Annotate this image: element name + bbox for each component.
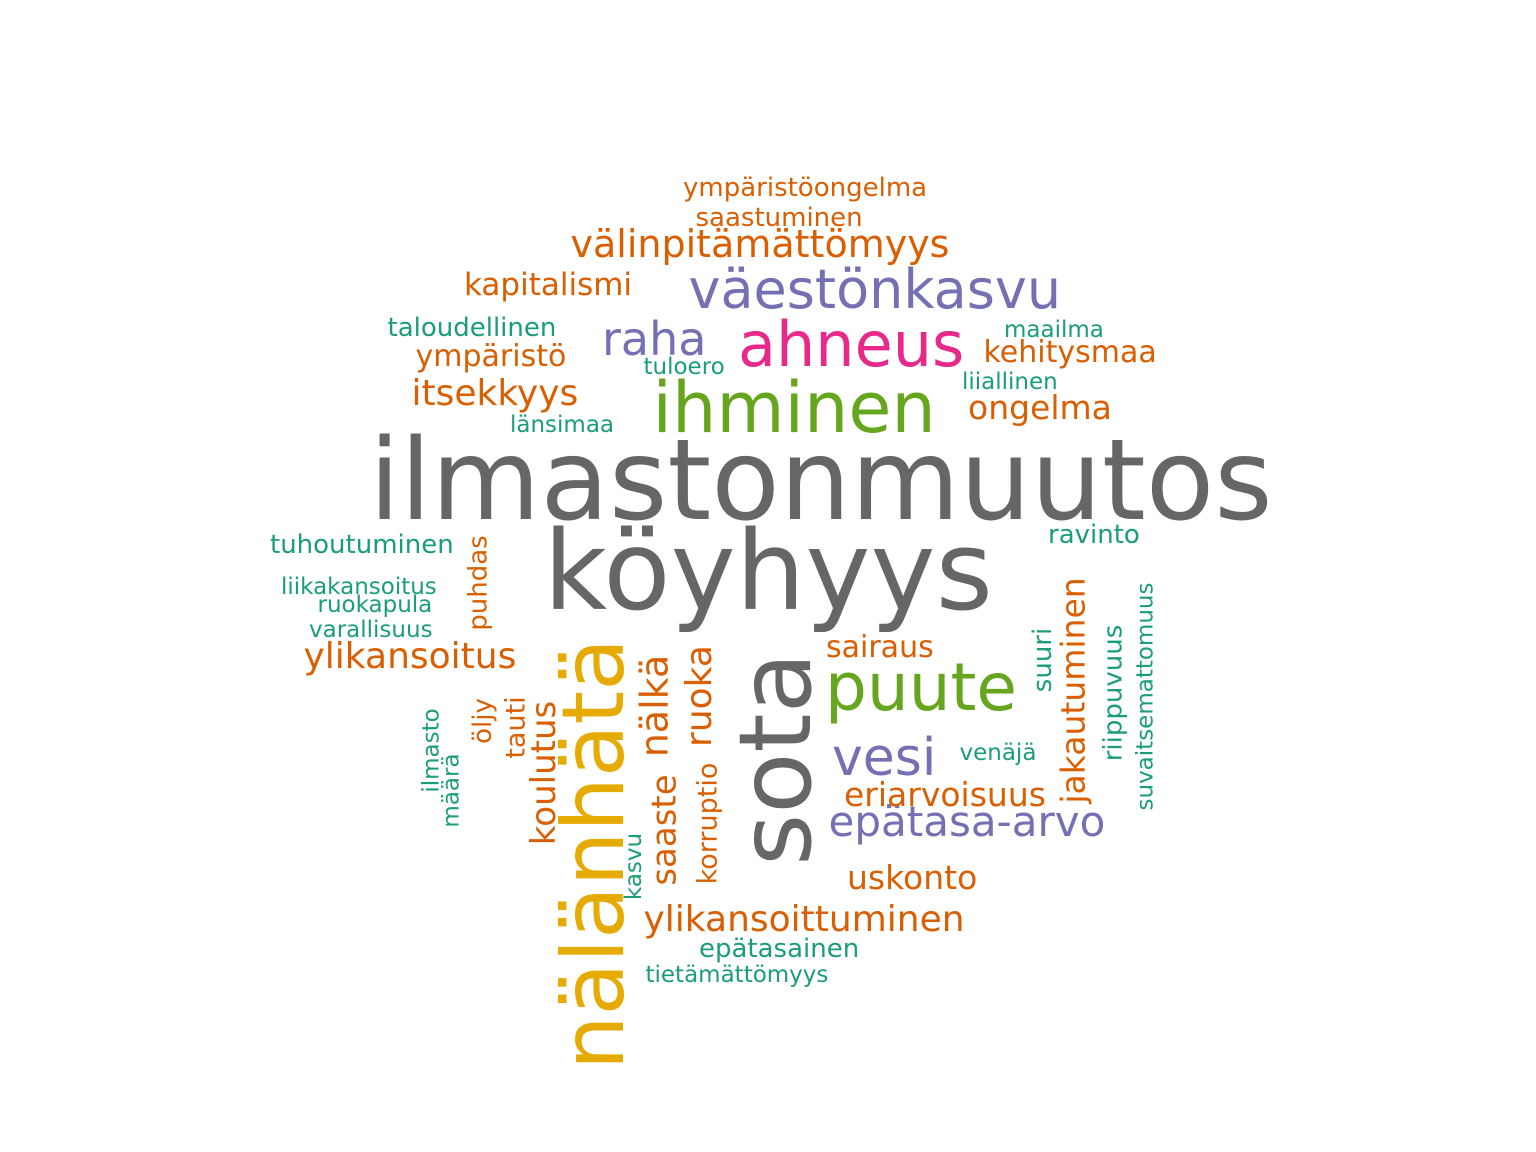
word-jakautuminen: jakautuminen bbox=[1053, 576, 1093, 804]
word-sota: sota bbox=[716, 652, 834, 866]
word-oljy: öljy bbox=[467, 698, 498, 744]
word-ravinto: ravinto bbox=[1048, 520, 1140, 550]
word-kapitalismi: kapitalismi bbox=[464, 266, 633, 303]
word-korruptio: korruptio bbox=[692, 762, 724, 884]
word-sairaus: sairaus bbox=[826, 630, 934, 665]
word-liikakansoitus: liikakansoitus bbox=[281, 573, 437, 600]
word-saastuminen: saastuminen bbox=[695, 203, 863, 233]
word-ongelma: ongelma bbox=[968, 387, 1112, 427]
word-varallisuus: varallisuus bbox=[309, 616, 433, 643]
word-kasvu: kasvu bbox=[620, 832, 647, 900]
word-ruokapula: ruokapula bbox=[317, 591, 433, 618]
word-tuhoutuminen: tuhoutuminen bbox=[270, 530, 454, 560]
word-suuri: suuri bbox=[1028, 627, 1059, 693]
word-uskonto: uskonto bbox=[847, 857, 978, 897]
word-venaja: venäjä bbox=[959, 739, 1037, 766]
word-ruoka: ruoka bbox=[678, 645, 720, 747]
word-lansimaa: länsimaa bbox=[510, 411, 615, 438]
word-ihminen: ihminen bbox=[652, 367, 936, 449]
word-maailma: maailma bbox=[1004, 316, 1104, 343]
word-valinpitamattomyys: välinpitämättömyys bbox=[570, 222, 950, 266]
word-ylikansoitus: ylikansoitus bbox=[303, 636, 517, 677]
word-tietamattomyys: tietämättömyys bbox=[645, 961, 829, 988]
word-taloudellinen: taloudellinen bbox=[387, 313, 557, 343]
word-nalka: nälkä bbox=[631, 654, 676, 758]
word-ymparistoongelma: ympäristöongelma bbox=[683, 173, 928, 203]
word-ahneus: ahneus bbox=[738, 308, 965, 381]
word-saaste: saaste bbox=[644, 774, 685, 886]
word-vesi: vesi bbox=[832, 728, 937, 788]
word-tuloero: tuloero bbox=[643, 353, 725, 380]
word-eriarvoisuus: eriarvoisuus bbox=[844, 774, 1046, 814]
word-koulutus: koulutus bbox=[524, 700, 565, 846]
word-ilmastonmuutos: ilmastonmuutos bbox=[369, 416, 1273, 546]
word-kehitysmaa: kehitysmaa bbox=[983, 335, 1157, 370]
word-puhdas: puhdas bbox=[463, 535, 494, 631]
word-riippuvuus: riippuvuus bbox=[1097, 624, 1128, 762]
word-ylikansoittuminen: ylikansoittuminen bbox=[643, 899, 965, 940]
word-liiallinen: liiallinen bbox=[962, 368, 1058, 395]
word-tauti: tauti bbox=[500, 695, 532, 759]
word-maara: määrä bbox=[438, 752, 465, 828]
word-ymparisto: ympäristö bbox=[415, 339, 567, 374]
word-epatasainen: epätasainen bbox=[699, 934, 860, 964]
word-itsekkyys: itsekkyys bbox=[411, 373, 579, 414]
word-epatasa-arvo: epätasa-arvo bbox=[828, 797, 1106, 846]
word-puute: puute bbox=[825, 649, 1018, 726]
word-koyhyys: köyhyys bbox=[543, 507, 993, 635]
word-suvaitsemattomuus: suvaitsemattomuus bbox=[1132, 582, 1159, 810]
word-vaestonkasvu: väestönkasvu bbox=[688, 258, 1062, 321]
word-raha: raha bbox=[602, 312, 707, 366]
